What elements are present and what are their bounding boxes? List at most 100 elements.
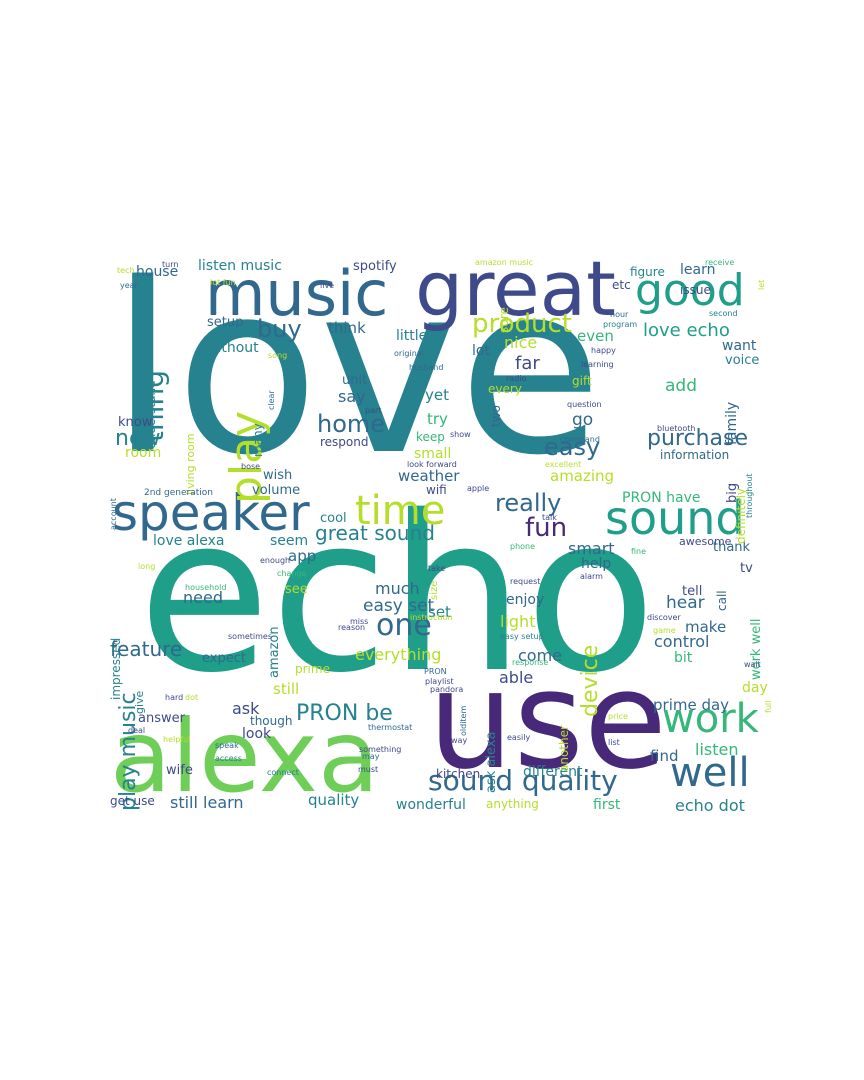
word-alarm: alarm	[580, 572, 603, 581]
word-full: full	[764, 700, 773, 713]
word-learn: learn	[680, 262, 716, 278]
word-easily: easily	[507, 733, 531, 742]
word-respond: respond	[320, 435, 369, 449]
word-alexa: alexa	[110, 698, 380, 815]
word-sure: sure	[497, 306, 511, 333]
word-impressed: impressed	[110, 637, 123, 700]
word-fine: fine	[631, 547, 647, 556]
word-one: one	[376, 608, 432, 643]
word-thermostat: thermostat	[368, 723, 413, 732]
word-turn: turn	[162, 260, 179, 269]
word-weather: weather	[398, 467, 460, 485]
word-able: able	[499, 668, 534, 687]
word-listen: listen	[695, 740, 739, 759]
word-awesome: awesome	[679, 535, 732, 548]
word-light: light	[500, 612, 536, 631]
word-bass: bass	[475, 357, 494, 366]
word-control: control	[654, 632, 710, 651]
word-anything: anything	[486, 797, 539, 811]
word-program: program	[603, 320, 638, 329]
word-account: account	[110, 497, 118, 530]
word-yet: yet	[425, 386, 449, 404]
word-answer: answer	[138, 711, 185, 726]
word-make: make	[685, 618, 727, 636]
word-instruction: instruction	[410, 613, 453, 622]
word-gift: gift	[572, 374, 592, 388]
word-far: far	[515, 353, 540, 374]
word-seem: seem	[270, 533, 309, 549]
word-unit: unit	[342, 373, 368, 388]
word-discover: discover	[647, 613, 681, 622]
word-find: find	[650, 747, 679, 765]
word-good: good	[635, 265, 745, 316]
word-prime: prime	[295, 662, 330, 676]
word-smart: smart	[568, 539, 615, 558]
word-purchase: purchase	[647, 426, 748, 451]
word-bluetooth: bluetooth	[657, 424, 696, 433]
word-still-learn: still learn	[170, 793, 244, 812]
word-need: need	[183, 588, 223, 607]
word-without: without	[206, 340, 259, 356]
word-miss: miss	[350, 617, 369, 626]
word-response: response	[512, 658, 549, 667]
word-change: change	[277, 569, 307, 578]
word-quality: quality	[308, 791, 360, 809]
word-easy-set: easy set	[363, 596, 435, 616]
word-get-use: get use	[110, 794, 155, 808]
word-know: know	[118, 415, 153, 430]
word-new: new	[115, 426, 161, 451]
word-app: app	[288, 547, 317, 565]
word-first: first	[593, 797, 621, 813]
word-throughout: throughout	[745, 473, 754, 518]
word-request: request	[510, 577, 541, 586]
word-talk: talk	[542, 513, 557, 522]
word-figure: figure	[630, 265, 665, 279]
word-pron-be: PRON be	[296, 701, 393, 726]
word-reason: reason	[338, 623, 366, 632]
word-game: game	[653, 626, 676, 635]
word-helpful: helpful	[163, 735, 191, 744]
word-give: give	[133, 690, 146, 715]
word-tv: tv	[740, 561, 753, 576]
word-learning: learning	[581, 360, 614, 369]
word-come: come	[518, 646, 563, 665]
word-easy: easy	[544, 433, 601, 461]
word-wifi: wifi	[426, 483, 447, 497]
word-wife: wife	[166, 763, 193, 778]
word-add: add	[665, 376, 697, 396]
word-device: device	[578, 644, 603, 717]
word-prime-day: prime day	[653, 696, 730, 714]
word-keep: keep	[416, 430, 445, 444]
word-husband: husband	[409, 363, 444, 372]
word-try: try	[427, 410, 448, 428]
word-olditem: olditem	[459, 705, 468, 736]
word-pron-have: PRON have	[622, 490, 701, 506]
word-living-room: living room	[184, 433, 197, 496]
word-time: time	[355, 488, 446, 534]
word-set: set	[428, 603, 451, 621]
word-see: see	[285, 582, 308, 597]
word-sometimes: sometimes	[228, 632, 273, 641]
word-spotify: spotify	[353, 259, 397, 274]
word-another: another	[557, 725, 571, 773]
word-access: access	[215, 754, 242, 763]
word-great-sound: great sound	[315, 521, 435, 545]
word-size: size	[429, 580, 440, 600]
word-nice: nice	[504, 333, 538, 352]
word-hour: hour	[610, 310, 629, 319]
word-wonderful: wonderful	[396, 797, 466, 813]
word-2nd-generation: 2nd generation	[144, 488, 213, 498]
word-help: help	[581, 556, 612, 572]
word-part: part	[365, 406, 382, 415]
word-list: list	[608, 738, 620, 747]
word-something: something	[359, 745, 402, 754]
word-phone: phone	[510, 542, 536, 551]
word-clear: clear	[267, 390, 276, 410]
word-bit: bit	[674, 650, 693, 666]
word-take: take	[428, 564, 446, 573]
word-setup: setup	[207, 315, 244, 330]
word-information: information	[660, 448, 730, 462]
word-go: go	[572, 410, 594, 430]
word-kitchen: kitchen	[436, 767, 481, 781]
word-way: way	[451, 736, 468, 745]
